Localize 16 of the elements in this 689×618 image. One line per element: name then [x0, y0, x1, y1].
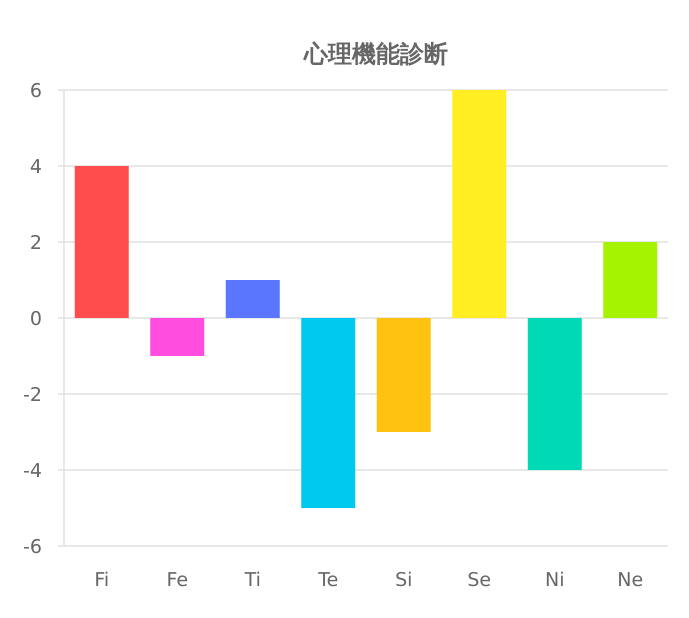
- x-tick-label: Ni: [545, 569, 564, 591]
- chart-title: 心理機能診断: [303, 40, 448, 68]
- x-tick-label: Fe: [166, 569, 188, 591]
- x-tick-label: Ne: [617, 569, 644, 591]
- x-tick-label: Si: [395, 569, 412, 591]
- x-tick-label: Se: [467, 569, 492, 591]
- y-tick-label: -4: [23, 460, 42, 482]
- x-tick-label: Te: [317, 569, 338, 591]
- y-tick-label: 4: [30, 156, 42, 178]
- x-tick-label: Fi: [94, 569, 110, 591]
- y-tick-label: 2: [30, 232, 42, 254]
- y-tick-label: -2: [23, 384, 42, 406]
- y-tick-label: 0: [30, 308, 42, 330]
- y-tick-label: 6: [30, 80, 42, 102]
- x-tick-label: Ti: [244, 569, 261, 591]
- y-tick-label: -6: [23, 536, 42, 558]
